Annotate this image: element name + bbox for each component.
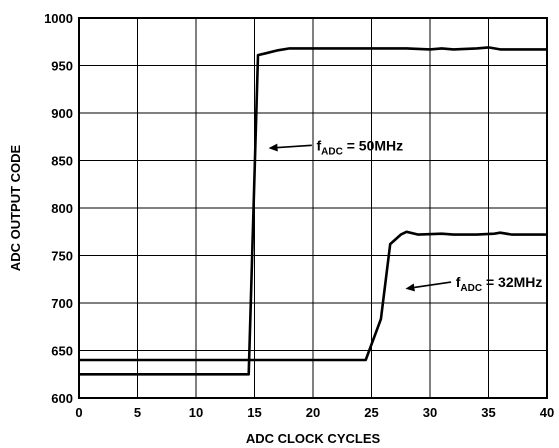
x-tick-label: 30 — [423, 405, 437, 420]
y-axis-tick-labels: 600 650 700 750 800 850 900 950 1000 — [44, 11, 73, 406]
series-line-50mhz — [79, 46, 547, 376]
x-tick-label: 15 — [247, 405, 261, 420]
y-tick-label: 900 — [51, 106, 73, 121]
x-axis-title: ADC CLOCK CYCLES — [246, 431, 381, 446]
x-axis-tick-labels: 0 5 10 15 20 25 30 35 40 — [75, 405, 554, 420]
annotation-arrow — [414, 281, 452, 289]
y-tick-label: 750 — [51, 249, 73, 264]
annotation-arrowhead — [405, 283, 415, 292]
y-tick-label: 850 — [51, 154, 73, 169]
y-tick-label: 950 — [51, 59, 73, 74]
y-tick-label: 700 — [51, 296, 73, 311]
series-lines — [79, 46, 547, 376]
x-tick-label: 25 — [364, 405, 378, 420]
x-tick-label: 5 — [134, 405, 141, 420]
y-axis-title: ADC OUTPUT CODE — [8, 144, 23, 271]
x-tick-label: 10 — [189, 405, 203, 420]
annotation-arrow — [277, 144, 312, 149]
series-label-32mhz: fADC = 32MHz — [456, 274, 543, 294]
x-tick-label: 35 — [481, 405, 495, 420]
y-tick-label: 800 — [51, 201, 73, 216]
y-tick-label: 650 — [51, 344, 73, 359]
annotations: fADC = 50MHz fADC = 32MHz — [268, 137, 543, 294]
annotation-arrowhead — [268, 143, 278, 152]
series-line-32mhz — [79, 230, 547, 362]
series-label-50mhz: fADC = 50MHz — [317, 137, 404, 157]
x-tick-label: 0 — [75, 405, 82, 420]
x-tick-label: 40 — [540, 405, 554, 420]
y-tick-label: 1000 — [44, 11, 73, 26]
grid — [79, 18, 547, 398]
y-tick-label: 600 — [51, 391, 73, 406]
plot-frame — [78, 17, 548, 399]
x-tick-label: 20 — [306, 405, 320, 420]
